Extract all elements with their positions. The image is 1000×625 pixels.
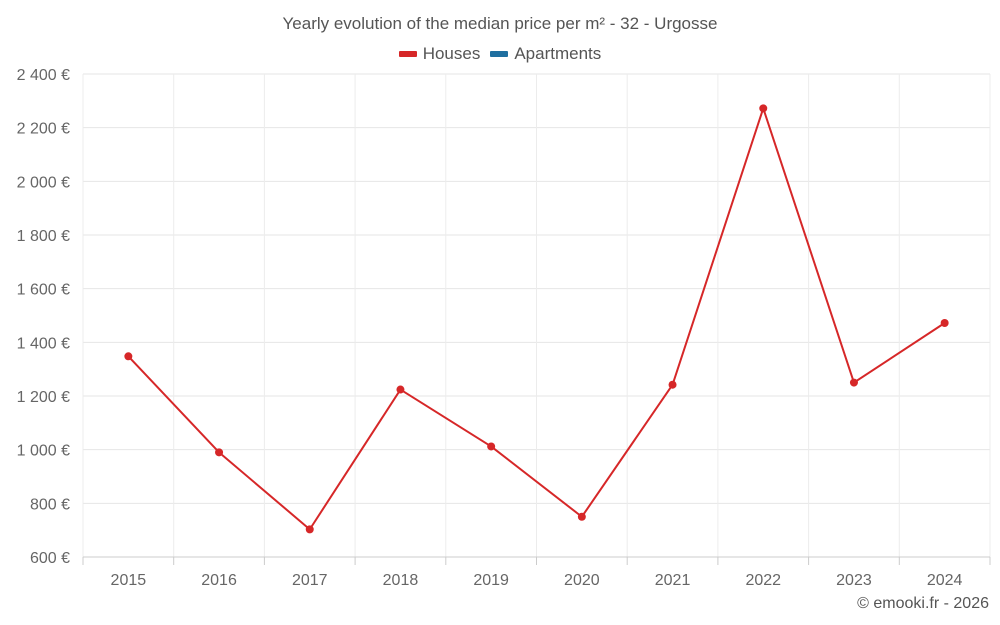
legend-swatch-houses	[398, 51, 417, 57]
y-tick-label: 800 €	[30, 496, 70, 513]
y-tick-label: 1 400 €	[17, 335, 70, 352]
legend-item-houses[interactable]: Houses	[398, 44, 481, 64]
data-point[interactable]	[849, 378, 858, 387]
series-lines	[127, 107, 946, 531]
x-tick-label: 2020	[564, 572, 600, 589]
y-tick-label: 2 400 €	[17, 67, 70, 84]
x-tick-label: 2016	[201, 572, 237, 589]
series-points	[124, 104, 949, 534]
data-point[interactable]	[215, 448, 224, 457]
data-point[interactable]	[305, 525, 314, 534]
credit-text: © emooki.fr - 2026	[857, 595, 989, 612]
y-tick-label: 2 200 €	[17, 121, 70, 138]
axes	[82, 556, 991, 565]
legend-item-apartments[interactable]: Apartments	[490, 44, 601, 64]
data-point[interactable]	[940, 319, 949, 328]
y-tick-label: 2 000 €	[17, 174, 70, 191]
x-tick-label: 2017	[292, 572, 328, 589]
data-point[interactable]	[124, 352, 133, 361]
y-tick-label: 1 600 €	[17, 282, 70, 299]
x-tick-label: 2018	[383, 572, 419, 589]
y-tick-label: 1 200 €	[17, 389, 70, 406]
y-tick-label: 1 000 €	[17, 443, 70, 460]
x-tick-label: 2015	[111, 572, 147, 589]
x-tick-label: 2019	[473, 572, 509, 589]
x-tick-label: 2021	[655, 572, 691, 589]
x-tick-label: 2022	[745, 572, 781, 589]
data-point[interactable]	[487, 442, 496, 451]
y-tick-label: 1 800 €	[17, 228, 70, 245]
data-point[interactable]	[759, 104, 768, 113]
data-point[interactable]	[668, 380, 677, 389]
grid-lines	[82, 73, 991, 558]
legend-swatch-apartments	[490, 51, 509, 57]
legend-label-apartments: Apartments	[514, 44, 602, 63]
data-point[interactable]	[396, 385, 405, 394]
series-line-houses	[127, 107, 946, 531]
x-tick-label: 2024	[927, 572, 963, 589]
chart-title: Yearly evolution of the median price per…	[282, 14, 718, 33]
x-tick-label: 2023	[836, 572, 872, 589]
y-axis-labels: 600 € 800 € 1 000 € 1 200 € 1 400 € 1 600 € 1 …	[17, 67, 70, 567]
y-tick-label: 600 €	[30, 550, 70, 567]
legend: Houses Apartments	[0, 44, 1000, 64]
legend-label-houses: Houses	[422, 44, 481, 63]
data-point[interactable]	[577, 512, 586, 521]
x-axis-labels: 2015 2016 2017 2018 2019 2020 2021 2022 2023 2024	[111, 572, 963, 589]
